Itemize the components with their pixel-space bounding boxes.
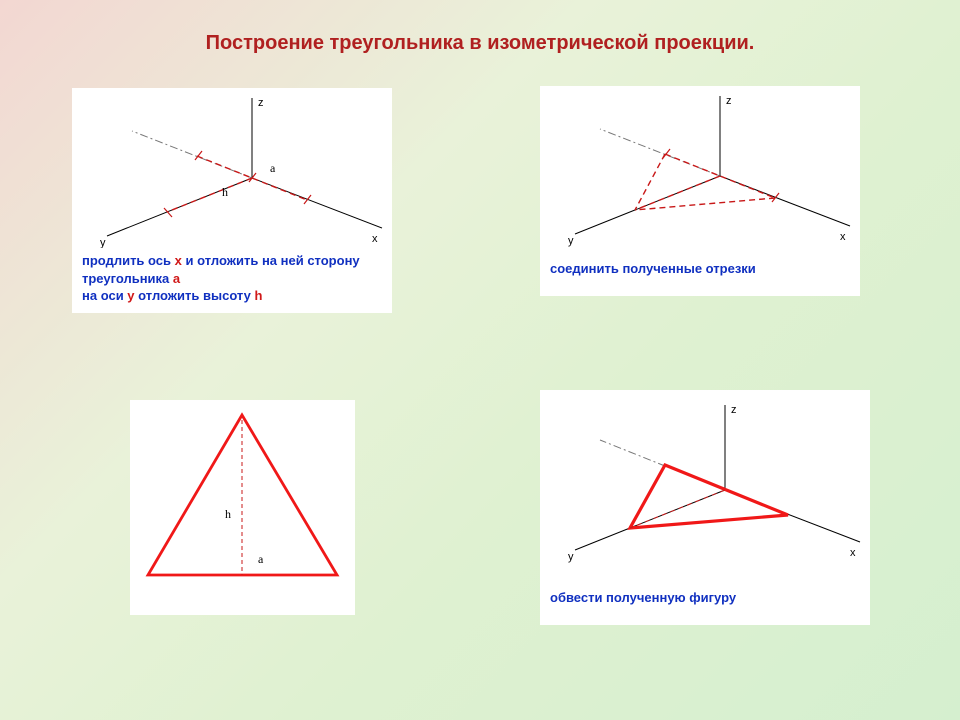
axis-label-y: y (100, 237, 106, 248)
diagram-plain-triangle: h a (130, 400, 355, 600)
diagram-step1: z x y a h (72, 88, 392, 248)
axis-label-x: x (372, 233, 378, 245)
axis-label-z: z (726, 95, 732, 107)
axis-label-y: y (568, 551, 574, 563)
panel-plain-triangle: h a (130, 400, 355, 615)
diagram-step3: z x y (540, 390, 870, 585)
label-h: h (222, 185, 228, 199)
slide: { "title": "Построение треугольника в из… (0, 0, 960, 720)
caption-step2: соединить полученные отрезки (540, 256, 860, 286)
axis-label-z: z (258, 97, 264, 109)
caption-step1: продлить ось х и отложить на ней сторону… (72, 248, 392, 313)
axis-label-x: x (840, 231, 846, 243)
axis-label-y: y (568, 235, 574, 247)
label-a: a (270, 161, 276, 175)
diagram-step2: z x y (540, 86, 860, 256)
caption-step3: обвести полученную фигуру (540, 585, 870, 615)
label-h: h (225, 507, 231, 521)
axis-label-z: z (731, 404, 737, 416)
label-a: a (258, 552, 264, 566)
panel-step3: z x y обвести полученную фигуру (540, 390, 870, 625)
panel-step2: z x y соединить полученные отрезки (540, 86, 860, 296)
page-title: Построение треугольника в изометрической… (0, 32, 960, 55)
panel-step1: z x y a h продлить ось х и отложить на н… (72, 88, 392, 313)
axis-label-x: x (850, 547, 856, 559)
